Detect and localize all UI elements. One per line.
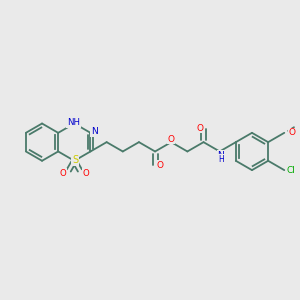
Text: O: O [59, 169, 66, 178]
Text: Cl: Cl [287, 166, 296, 175]
Text: O: O [289, 128, 296, 137]
Text: S: S [72, 155, 78, 165]
Text: O: O [168, 135, 175, 144]
Text: N: N [217, 151, 224, 160]
Text: NH: NH [67, 118, 80, 127]
Text: O: O [196, 124, 203, 133]
Text: O: O [82, 169, 89, 178]
Text: O: O [157, 161, 164, 170]
Text: N: N [91, 127, 98, 136]
Text: H: H [218, 155, 224, 164]
